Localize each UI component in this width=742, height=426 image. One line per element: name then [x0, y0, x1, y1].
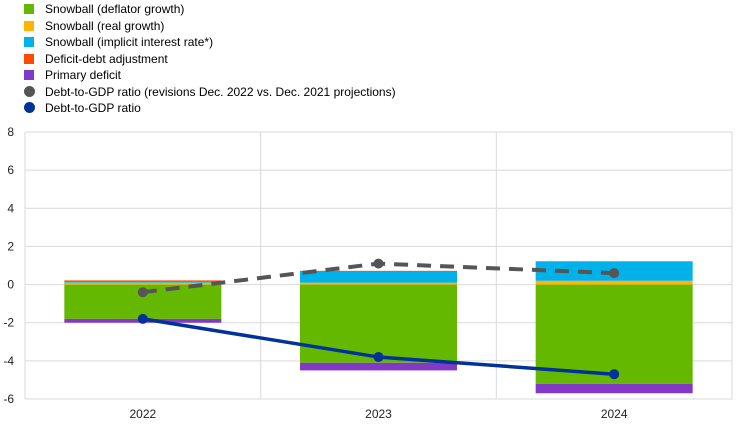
legend-item: Debt-to-GDP ratio: [24, 100, 544, 117]
legend-marker: [24, 20, 34, 31]
legend-marker: [24, 102, 35, 113]
legend-item: Deficit-debt adjustment: [24, 51, 544, 68]
bar-segment: [300, 362, 457, 371]
y-tick-label: 4: [7, 201, 14, 215]
bar-segment: [64, 280, 222, 281]
legend-marker: [24, 4, 34, 14]
bar-segment: [300, 270, 457, 272]
legend-marker: [24, 53, 34, 64]
y-tick-label: 0: [7, 278, 14, 292]
legend-marker: [24, 37, 34, 47]
bar-segment: [535, 280, 693, 285]
x-tick-label: 2023: [365, 407, 392, 421]
legend-label: Snowball (deflator growth): [45, 2, 185, 16]
chart-legend: Snowball (deflator growth) Snowball (real…: [24, 1, 544, 117]
legend-label: Debt-to-GDP ratio (revisions Dec. 2022 v…: [45, 84, 396, 99]
series-point: [609, 268, 620, 279]
x-tick-label: 2022: [129, 407, 156, 421]
legend-item: Snowball (implicit interest rate*): [24, 34, 544, 51]
bar-segment: [64, 280, 222, 283]
bar-segment: [300, 271, 457, 283]
series-point: [373, 352, 384, 363]
y-tick-label: 2: [7, 239, 14, 253]
legend-item: Debt-to-GDP ratio (revisions Dec. 2022 v…: [24, 84, 544, 101]
legend-label: Primary deficit: [45, 68, 122, 82]
series-point: [137, 313, 148, 324]
legend-label: Deficit-debt adjustment: [45, 51, 168, 66]
bar-segment: [535, 261, 693, 262]
legend-label: Snowball (implicit interest rate*): [45, 35, 214, 49]
axis-layer: -6 -4 -2 0 2 4 6 8 2022 2023 2024: [3, 125, 628, 421]
y-tick-label: -2: [3, 316, 14, 330]
legend-item: Primary deficit: [24, 67, 544, 84]
legend-label: Snowball (real growth): [45, 18, 165, 33]
y-tick-label: -6: [3, 392, 14, 406]
legend-item: Snowball (deflator growth): [24, 1, 544, 18]
series-point: [137, 287, 148, 298]
legend-marker: [24, 85, 35, 97]
series-point: [373, 258, 384, 269]
bar-segment: [535, 284, 693, 384]
series-point: [609, 369, 620, 380]
bar-segment: [64, 282, 222, 285]
y-tick-label: 6: [7, 163, 14, 177]
bar-segment: [300, 282, 457, 285]
legend-label: Debt-to-GDP ratio: [45, 101, 141, 115]
bar-segment: [300, 284, 457, 363]
legend-item: Snowball (real growth): [24, 18, 544, 35]
y-tick-label: 8: [7, 125, 14, 139]
y-tick-label: -4: [3, 354, 14, 368]
bar-segment: [535, 383, 693, 394]
x-tick-label: 2024: [601, 407, 628, 421]
legend-marker: [24, 70, 34, 80]
lines-layer: [137, 258, 620, 380]
